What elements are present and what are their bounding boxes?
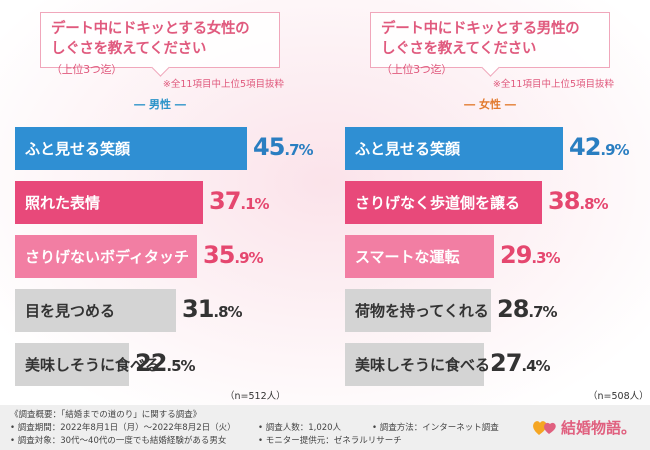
male-panel: デート中にドキッとする女性の しぐさを教えてください（上位3つ迄） ※全11項目… — [0, 0, 320, 405]
bar-value-label: 37.1% — [209, 187, 270, 215]
respondent-count: （n=508人） — [588, 391, 649, 402]
bar-category-label: ふと見せる笑顔 — [355, 140, 461, 158]
bar: ふと見せる笑顔 — [15, 127, 247, 170]
survey-target: • 調査対象：30代～40代の一度でも結婚経験がある男女 — [10, 436, 227, 446]
value-dec: .3 — [531, 249, 546, 267]
bar-value-label: 45.7% — [253, 133, 314, 161]
bar: ふと見せる笑顔 — [345, 127, 563, 170]
brand-name: 結婚物語。 — [560, 419, 636, 437]
value-int: 37 — [209, 187, 241, 215]
value-dec: .9 — [234, 249, 249, 267]
bar-category-label: 照れた表情 — [25, 194, 101, 212]
bar: スマートな運転 — [345, 235, 494, 278]
gender-label: ― 女性 ― — [464, 98, 516, 111]
value-dec: .1 — [240, 195, 255, 213]
female-panel: デート中にドキッとする男性の しぐさを教えてください（上位3つ迄） ※全11項目… — [330, 0, 650, 405]
brand-logo: 結婚物語。 — [532, 417, 636, 438]
bar-value-label: 29.3% — [500, 241, 561, 269]
title-line1: デート中にドキッとする男性の — [381, 21, 580, 37]
bar-category-label: 美味しそうに食べる — [25, 356, 161, 374]
value-int: 31 — [182, 295, 214, 323]
hearts-icon — [533, 420, 556, 435]
value-unit: % — [535, 357, 551, 375]
bar-value-label: 22.5% — [135, 349, 196, 377]
bar: 目を見つめる — [15, 289, 176, 332]
bar: さりげないボディタッチ — [15, 235, 197, 278]
value-unit: % — [545, 249, 561, 267]
value-int: 27 — [490, 349, 522, 377]
respondent-count: （n=512人） — [225, 391, 286, 402]
survey-heading: 《調査概要：「結婚までの道のり」に関する調査》 — [10, 410, 202, 420]
survey-footer: 《調査概要：「結婚までの道のり」に関する調査》 • 調査期間：2022年8月1日… — [0, 405, 650, 450]
bar: 美味しそうに食べる — [15, 343, 160, 386]
value-int: 42 — [569, 133, 601, 161]
survey-count: • 調査人数：1,020人 — [258, 423, 342, 433]
value-unit: % — [254, 195, 270, 213]
value-unit: % — [227, 303, 243, 321]
bar-value-label: 31.8% — [182, 295, 243, 323]
subset-note: ※全11項目中上位5項目抜粋 — [492, 79, 614, 90]
value-unit: % — [542, 303, 558, 321]
bar-value-label: 35.9% — [203, 241, 264, 269]
value-int: 45 — [253, 133, 285, 161]
value-int: 29 — [500, 241, 532, 269]
bar: 美味しそうに食べる — [345, 343, 490, 386]
value-unit: % — [180, 357, 196, 375]
subset-note: ※全11項目中上位5項目抜粋 — [162, 79, 284, 90]
bar: 荷物を持ってくれる — [345, 289, 491, 332]
bar-value-label: 42.9% — [569, 133, 630, 161]
value-dec: .9 — [600, 141, 615, 159]
bar-category-label: さりげなく歩道側を譲る — [355, 194, 521, 212]
bar-category-label: スマートな運転 — [355, 248, 460, 266]
chart-title: デート中にドキッとする女性の しぐさを教えてください（上位3つ迄） — [51, 19, 273, 80]
title-line2: しぐさを教えてください（上位3つ迄） — [381, 41, 537, 76]
chart-title-box: デート中にドキッとする男性の しぐさを教えてください（上位3つ迄） — [370, 12, 610, 77]
bar-value-label: 27.4% — [490, 349, 551, 377]
value-int: 28 — [497, 295, 529, 323]
value-unit: % — [593, 195, 609, 213]
value-unit: % — [614, 141, 630, 159]
title-line2: しぐさを教えてください（上位3つ迄） — [51, 41, 207, 76]
chart-title-box: デート中にドキッとする女性の しぐさを教えてください（上位3つ迄） — [40, 12, 280, 77]
survey-provider: • モニター提供元：ゼネラルリサーチ — [258, 436, 402, 446]
bar-category-label: ふと見せる笑顔 — [25, 140, 131, 158]
value-int: 22 — [135, 349, 167, 377]
bar-category-label: 荷物を持ってくれる — [355, 302, 489, 320]
value-int: 35 — [203, 241, 235, 269]
value-dec: .4 — [521, 357, 536, 375]
value-dec: .5 — [166, 357, 181, 375]
bar: 照れた表情 — [15, 181, 203, 224]
value-dec: .8 — [579, 195, 594, 213]
value-dec: .7 — [528, 303, 543, 321]
survey-period: • 調査期間：2022年8月1日（月）～2022年8月2日（火） — [10, 423, 236, 433]
bar: さりげなく歩道側を譲る — [345, 181, 542, 224]
value-int: 38 — [548, 187, 580, 215]
survey-method: • 調査方法：インターネット調査 — [372, 423, 499, 433]
bar-category-label: 美味しそうに食べる — [355, 356, 491, 374]
bar-category-label: 目を見つめる — [25, 302, 116, 320]
bar-value-label: 28.7% — [497, 295, 558, 323]
title-line1: デート中にドキッとする女性の — [51, 21, 250, 37]
value-unit: % — [248, 249, 264, 267]
bar-category-label: さりげないボディタッチ — [25, 248, 189, 266]
gender-label: ― 男性 ― — [134, 98, 186, 111]
value-unit: % — [298, 141, 314, 159]
chart-title: デート中にドキッとする男性の しぐさを教えてください（上位3つ迄） — [381, 19, 603, 80]
value-dec: .7 — [284, 141, 299, 159]
bar-value-label: 38.8% — [548, 187, 609, 215]
value-dec: .8 — [213, 303, 228, 321]
